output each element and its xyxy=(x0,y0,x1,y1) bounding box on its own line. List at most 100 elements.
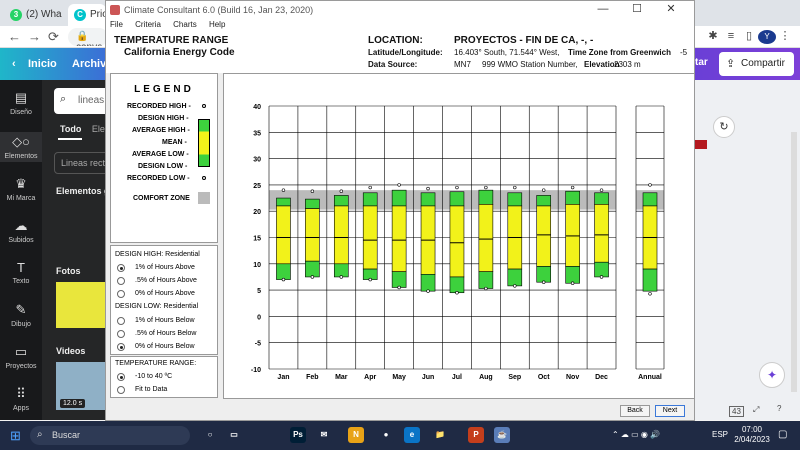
average-range-bar xyxy=(276,205,291,265)
search-input[interactable]: ⌕ lineas xyxy=(54,88,105,114)
folder-icon: ▭ xyxy=(14,344,28,359)
rail-projects[interactable]: ▭ Proyectos xyxy=(0,344,42,370)
taskbar-app-icon[interactable]: 📁 xyxy=(432,427,448,443)
radio-design-low-05[interactable] xyxy=(117,330,125,338)
taskbar-app-icon[interactable]: e xyxy=(404,427,420,443)
taskbar-app-icon[interactable]: P xyxy=(468,427,484,443)
taskbar-app-icon[interactable]: ☕ xyxy=(494,427,510,443)
timezone-label: Time Zone from Greenwich xyxy=(568,48,671,57)
menu-dots-icon[interactable]: ⋮ xyxy=(779,30,791,42)
recorded-low-marker xyxy=(570,281,575,285)
upload-icon: ⇪ xyxy=(726,58,736,70)
menu-file[interactable]: File xyxy=(110,20,123,29)
menu-help[interactable]: Help xyxy=(208,20,226,29)
clock[interactable]: 07:00 2/04/2023 xyxy=(732,425,772,445)
design-high-heading: DESIGN HIGH: Residential xyxy=(115,251,200,258)
canvas-element[interactable] xyxy=(695,140,707,149)
rail-elements[interactable]: ◇○ Elementos xyxy=(0,132,42,162)
taskbar-app-icon[interactable]: Ps xyxy=(290,427,306,443)
tab-elements[interactable]: Elem xyxy=(91,124,105,134)
tab-all[interactable]: Todo xyxy=(60,124,82,134)
file-menu[interactable]: Archivo xyxy=(72,58,113,70)
recorded-low-marker xyxy=(339,275,343,279)
recorded-low-marker xyxy=(484,286,488,291)
close-icon[interactable]: ✕ xyxy=(666,3,676,15)
menu-criteria[interactable]: Criteria xyxy=(135,20,161,29)
design-high-bar xyxy=(391,189,407,207)
notification-icon[interactable]: ▢ xyxy=(778,429,788,440)
design-low-bar xyxy=(594,261,609,278)
magic-icon[interactable]: ✦ xyxy=(759,362,785,388)
next-button[interactable]: Next xyxy=(655,405,685,417)
radio-label: .5% of Hours Above xyxy=(135,277,197,284)
reload-icon[interactable]: ⟳ xyxy=(48,29,59,44)
radio-design-high-1[interactable] xyxy=(117,264,125,272)
radio-range-fixed[interactable] xyxy=(117,373,125,381)
language-indicator[interactable]: ESP xyxy=(712,430,729,439)
help-icon[interactable]: ? xyxy=(777,404,782,413)
location-label: LOCATION: xyxy=(368,35,423,46)
maximize-icon[interactable]: ☐ xyxy=(632,3,642,15)
taskbar-app-icon[interactable]: ○ xyxy=(202,427,218,443)
reading-list-icon[interactable]: ≡ xyxy=(727,30,735,42)
expand-icon[interactable]: ⤢ xyxy=(753,405,760,414)
taskbar-app-icon[interactable]: ▭ xyxy=(226,427,242,443)
rail-uploads[interactable]: ☁ Subidos xyxy=(0,218,42,244)
profile-avatar[interactable]: Y xyxy=(758,30,776,44)
recorded-high-marker xyxy=(542,188,546,192)
window-controls: — ☐ ✕ xyxy=(586,2,688,15)
section-videos-heading: Videos xyxy=(56,346,86,356)
rail-draw[interactable]: ✎ Dibujo xyxy=(0,302,42,328)
tab-label: (2) Wha xyxy=(26,9,62,20)
taskbar-app-icon[interactable]: N xyxy=(348,427,364,443)
home-link[interactable]: Inicio xyxy=(28,58,57,70)
extensions-icon[interactable]: ✱ xyxy=(708,30,718,42)
search-icon: ⌕ xyxy=(37,429,43,440)
recorded-high-marker xyxy=(513,185,517,190)
recorded-high-marker xyxy=(484,185,488,190)
back-arrow-icon[interactable]: ← xyxy=(8,29,21,44)
recorded-low-marker xyxy=(426,289,430,293)
suggestion-chip[interactable]: Lineas rect xyxy=(54,152,105,174)
taskbar-search[interactable]: ⌕ Buscar xyxy=(30,426,190,445)
radio-range-fit[interactable] xyxy=(117,386,125,394)
url-text: canva xyxy=(76,42,103,46)
x-tick-label: Oct xyxy=(538,374,550,381)
photo-thumbnail[interactable] xyxy=(56,282,105,328)
scrollbar[interactable] xyxy=(791,132,797,392)
browser-tab-canva[interactable]: C Prio xyxy=(68,4,106,26)
sidebar-icon[interactable]: ▯ xyxy=(745,30,753,42)
rail-brand[interactable]: ♛ Mi Marca xyxy=(0,176,42,202)
radio-design-high-05[interactable] xyxy=(117,277,125,285)
video-thumbnail[interactable]: 12.0 s xyxy=(56,362,105,410)
add-comment-icon[interactable]: ↻ xyxy=(713,116,735,138)
radio-design-low-1[interactable] xyxy=(117,317,125,325)
partial-button-label[interactable]: tar xyxy=(695,57,708,68)
share-button[interactable]: ⇪ Compartir xyxy=(719,52,794,76)
design-high-bar xyxy=(362,192,378,207)
taskbar-app-icon[interactable]: ✉ xyxy=(316,427,332,443)
latlon-label: Latitude/Longitude: xyxy=(368,48,443,57)
back-button[interactable]: Back xyxy=(620,405,650,417)
rail-label: Mi Marca xyxy=(6,195,36,202)
radio-design-low-0[interactable] xyxy=(117,343,125,351)
menu-charts[interactable]: Charts xyxy=(173,20,197,29)
chevron-left-icon[interactable]: ‹ xyxy=(12,58,16,70)
taskbar-app-icon[interactable]: ● xyxy=(378,427,394,443)
forward-arrow-icon[interactable]: → xyxy=(28,29,41,44)
rail-label: Dibujo xyxy=(11,321,31,328)
video-duration: 12.0 s xyxy=(60,399,86,408)
radio-design-high-0[interactable] xyxy=(117,290,125,298)
page-counter[interactable]: 43 xyxy=(729,406,744,417)
minimize-icon[interactable]: — xyxy=(597,3,609,15)
search-placeholder: Buscar xyxy=(52,430,81,440)
url-field[interactable]: 🔒 canva xyxy=(68,28,108,46)
average-range-bar xyxy=(391,205,407,272)
rail-apps[interactable]: ⠿ Apps xyxy=(0,386,42,412)
rail-design[interactable]: ▤ Diseño xyxy=(0,90,42,116)
rail-text[interactable]: T Texto xyxy=(0,260,42,285)
x-tick-label: Mar xyxy=(335,374,348,381)
legend-design-low: DESIGN LOW - xyxy=(138,163,188,170)
system-tray[interactable]: ⌃ ☁ ▭ ◉ 🔊 xyxy=(612,430,661,439)
windows-start-icon[interactable]: ⊞ xyxy=(10,428,21,443)
